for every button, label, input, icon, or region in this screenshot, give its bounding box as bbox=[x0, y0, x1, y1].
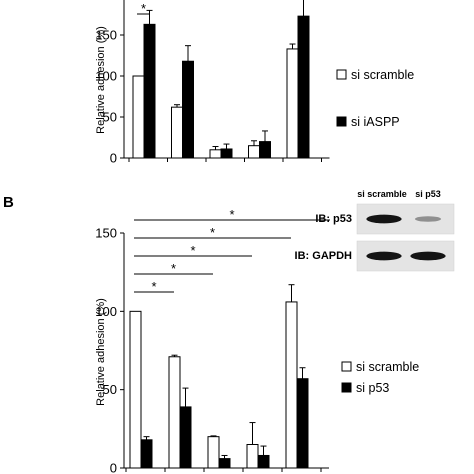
y-tick-label-b-3: 150 bbox=[95, 226, 117, 241]
bar-b-s0-3 bbox=[246, 444, 259, 469]
y-tick-label-b-2: 100 bbox=[95, 304, 117, 319]
panel-b-chart: 0 50 100 150 * * * * * bbox=[95, 207, 330, 474]
blot-band-1-1 bbox=[410, 251, 446, 261]
western-blot-inset: si scramble si p53 IB: p53 IB: GAPDH bbox=[295, 189, 455, 272]
bar-a-s1-1 bbox=[182, 60, 194, 159]
legend-swatch-b-1 bbox=[341, 382, 352, 393]
panel-b-legend: si scramble si p53 bbox=[341, 360, 419, 395]
bar-a-s1-3 bbox=[259, 141, 271, 159]
y-tick-label-b-1: 50 bbox=[103, 382, 117, 397]
bar-b-s0-2 bbox=[207, 436, 220, 469]
blot-column-label-0: si scramble bbox=[357, 189, 407, 199]
significance-star-b-2: * bbox=[190, 243, 195, 258]
bar-a-s0-2 bbox=[209, 149, 222, 159]
legend-label-b-1: si p53 bbox=[356, 381, 389, 395]
panel-a-chart: 0 50 100 150 * bbox=[95, 0, 330, 166]
bar-a-s1-0 bbox=[143, 23, 156, 159]
bar-b-s1-0 bbox=[140, 439, 153, 469]
bar-b-s0-4 bbox=[285, 301, 298, 469]
bar-b-s1-3 bbox=[257, 454, 270, 469]
bar-b-s1-2 bbox=[218, 458, 231, 469]
bar-a-s1-4 bbox=[297, 15, 310, 159]
panel-b-ylabel: Relative adhesion (%) bbox=[95, 298, 107, 406]
panel-a-ylabel: Relative adhesion (%) bbox=[95, 26, 107, 134]
blot-band-0-1 bbox=[414, 216, 442, 222]
legend-label-a-0: si scramble bbox=[351, 68, 414, 82]
bar-b-s1-1 bbox=[179, 406, 192, 469]
y-tick-label-a-1: 50 bbox=[103, 110, 117, 125]
bar-a-s0-3 bbox=[248, 145, 260, 159]
blot-column-label-1: si p53 bbox=[415, 189, 441, 199]
bar-b-s0-0 bbox=[129, 310, 142, 469]
bar-a-s1-2 bbox=[220, 148, 233, 159]
bar-a-s0-0 bbox=[132, 75, 145, 159]
legend-label-a-1: si iASPP bbox=[351, 115, 400, 129]
bar-b-s0-1 bbox=[168, 356, 181, 469]
y-tick-label-a-0: 0 bbox=[110, 151, 117, 166]
significance-star-b-1: * bbox=[171, 261, 176, 276]
blot-row-label-1: IB: GAPDH bbox=[295, 250, 353, 262]
bar-b-s1-4 bbox=[296, 378, 309, 469]
legend-swatch-a-1 bbox=[336, 116, 347, 127]
blot-row-label-0: IB: p53 bbox=[315, 213, 352, 225]
blot-bands bbox=[356, 203, 455, 272]
bar-a-s0-1 bbox=[171, 106, 183, 159]
y-tick-label-a-3: 150 bbox=[95, 28, 117, 43]
blot-band-0-0 bbox=[366, 214, 402, 224]
blot-band-1-0 bbox=[366, 251, 402, 261]
significance-star-a-0: * bbox=[141, 1, 146, 16]
y-tick-label-a-2: 100 bbox=[95, 69, 117, 84]
significance-star-b-4: * bbox=[229, 207, 234, 222]
significance-star-b-0: * bbox=[151, 279, 156, 294]
y-tick-label-b-0: 0 bbox=[110, 461, 117, 474]
legend-swatch-a-0 bbox=[336, 69, 347, 80]
legend-swatch-b-0 bbox=[341, 361, 352, 372]
significance-star-b-3: * bbox=[210, 225, 215, 240]
legend-label-b-0: si scramble bbox=[356, 360, 419, 374]
bar-a-s0-4 bbox=[286, 48, 299, 159]
panel-b-letter: B bbox=[3, 194, 14, 211]
panel-a-legend: si scramble si iASPP bbox=[336, 68, 414, 129]
